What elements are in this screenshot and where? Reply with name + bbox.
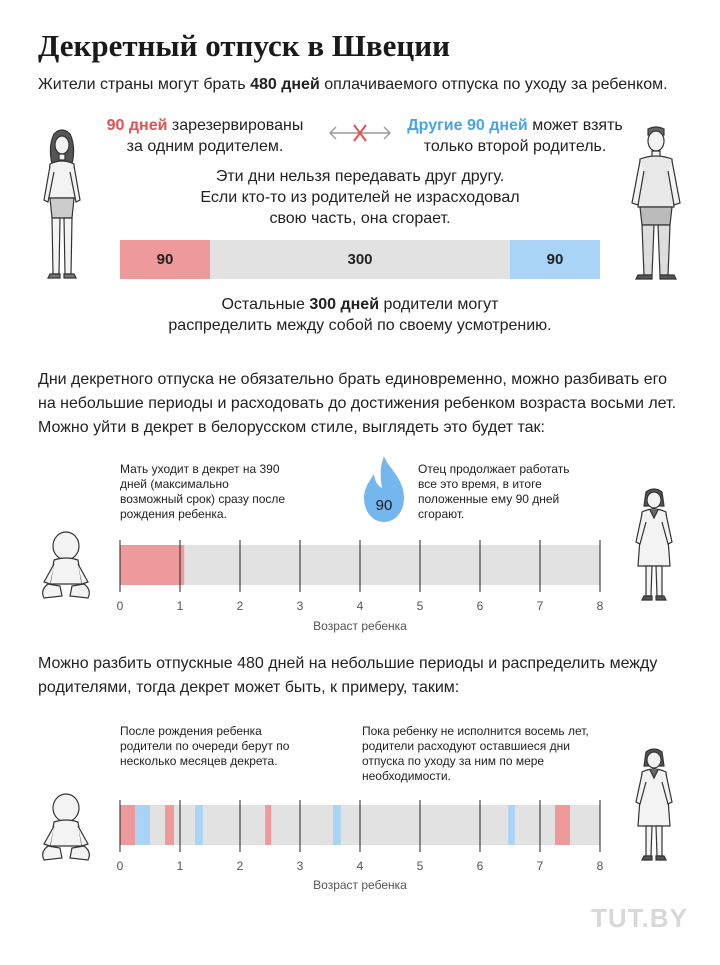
site-logo: TUT.BY bbox=[591, 903, 688, 933]
tick-label: 8 bbox=[597, 859, 604, 873]
tick-label: 3 bbox=[297, 859, 304, 873]
leave-interval-father bbox=[508, 805, 515, 845]
paragraph-distribute: Можно разбить отпускные 480 дней на небо… bbox=[38, 655, 658, 696]
note-later: Пока ребенку не исполнится восемь лет, р… bbox=[362, 724, 589, 783]
flame-value: 90 bbox=[376, 497, 393, 514]
reserved-right-note: Другие 90 дней может взять только второй… bbox=[407, 117, 623, 155]
tick-label: 2 bbox=[237, 859, 244, 873]
leave-interval-mother bbox=[120, 805, 135, 845]
leave-interval-mother bbox=[265, 805, 272, 845]
tick-label: 7 bbox=[537, 859, 544, 873]
days-split-bar: 90 300 90 bbox=[120, 240, 600, 279]
leave-interval-father bbox=[195, 805, 203, 845]
leave-interval-father bbox=[333, 805, 341, 845]
tick-label: 1 bbox=[177, 859, 184, 873]
tick-label: 2 bbox=[237, 599, 244, 613]
note-alternating: После рождения ребенка родители по очере… bbox=[120, 724, 290, 768]
note-father: Отец продолжает работать все это время, … bbox=[418, 462, 570, 521]
leave-interval-father bbox=[135, 805, 150, 845]
flame-icon: 90 bbox=[364, 456, 404, 522]
tick-label: 0 bbox=[117, 599, 124, 613]
baby-figure bbox=[42, 531, 90, 599]
tick-label: 8 bbox=[597, 599, 604, 613]
timeline-chart-2: 0 1 2 3 4 5 6 7 8 bbox=[117, 800, 604, 873]
tick-label: 4 bbox=[357, 599, 364, 613]
note-mother: Мать уходит в декрет на 390 дней (максим… bbox=[120, 462, 286, 521]
bar-segment-father-reserved: 90 bbox=[510, 240, 600, 279]
bar-segment-mother-reserved: 90 bbox=[120, 240, 210, 279]
x-axis-label-2: Возраст ребенка bbox=[313, 878, 407, 892]
girl-figure bbox=[635, 488, 673, 601]
subtitle: Жители страны могут брать 480 дней оплач… bbox=[38, 76, 668, 93]
reserved-left-note: 90 дней зарезервированы за одним родител… bbox=[106, 117, 304, 155]
bar-segment-shared: 300 bbox=[210, 240, 510, 279]
timeline-chart-1: 0 1 2 3 4 5 6 7 8 bbox=[117, 540, 604, 613]
tick-label: 7 bbox=[537, 599, 544, 613]
tick-label: 5 bbox=[417, 599, 424, 613]
remaining-note: Остальные 300 дней родители могут распре… bbox=[168, 296, 552, 334]
tick-label: 1 bbox=[177, 599, 184, 613]
leave-interval-mother bbox=[555, 805, 570, 845]
girl-figure-2 bbox=[635, 748, 673, 861]
subtitle-days: 480 дней bbox=[250, 76, 320, 93]
tick-label: 0 bbox=[117, 859, 124, 873]
tick-label: 4 bbox=[357, 859, 364, 873]
tick-label: 6 bbox=[477, 599, 484, 613]
tick-label: 6 bbox=[477, 859, 484, 873]
leave-interval-mother bbox=[165, 805, 174, 845]
paragraph-split-leave: Дни декретного отпуска не обязательно бр… bbox=[38, 371, 677, 436]
woman-figure bbox=[43, 129, 81, 279]
tick-label: 3 bbox=[297, 599, 304, 613]
page-title: Декретный отпуск в Швеции bbox=[38, 28, 450, 63]
x-axis-label: Возраст ребенка bbox=[313, 619, 407, 633]
leave-interval-mother bbox=[120, 545, 185, 585]
man-figure bbox=[631, 126, 681, 280]
no-transfer-note: Эти дни нельзя передавать друг другу. Ес… bbox=[200, 168, 520, 227]
baby-figure-2 bbox=[42, 793, 90, 861]
no-transfer-arrows-icon bbox=[329, 124, 391, 142]
tick-label: 5 bbox=[417, 859, 424, 873]
